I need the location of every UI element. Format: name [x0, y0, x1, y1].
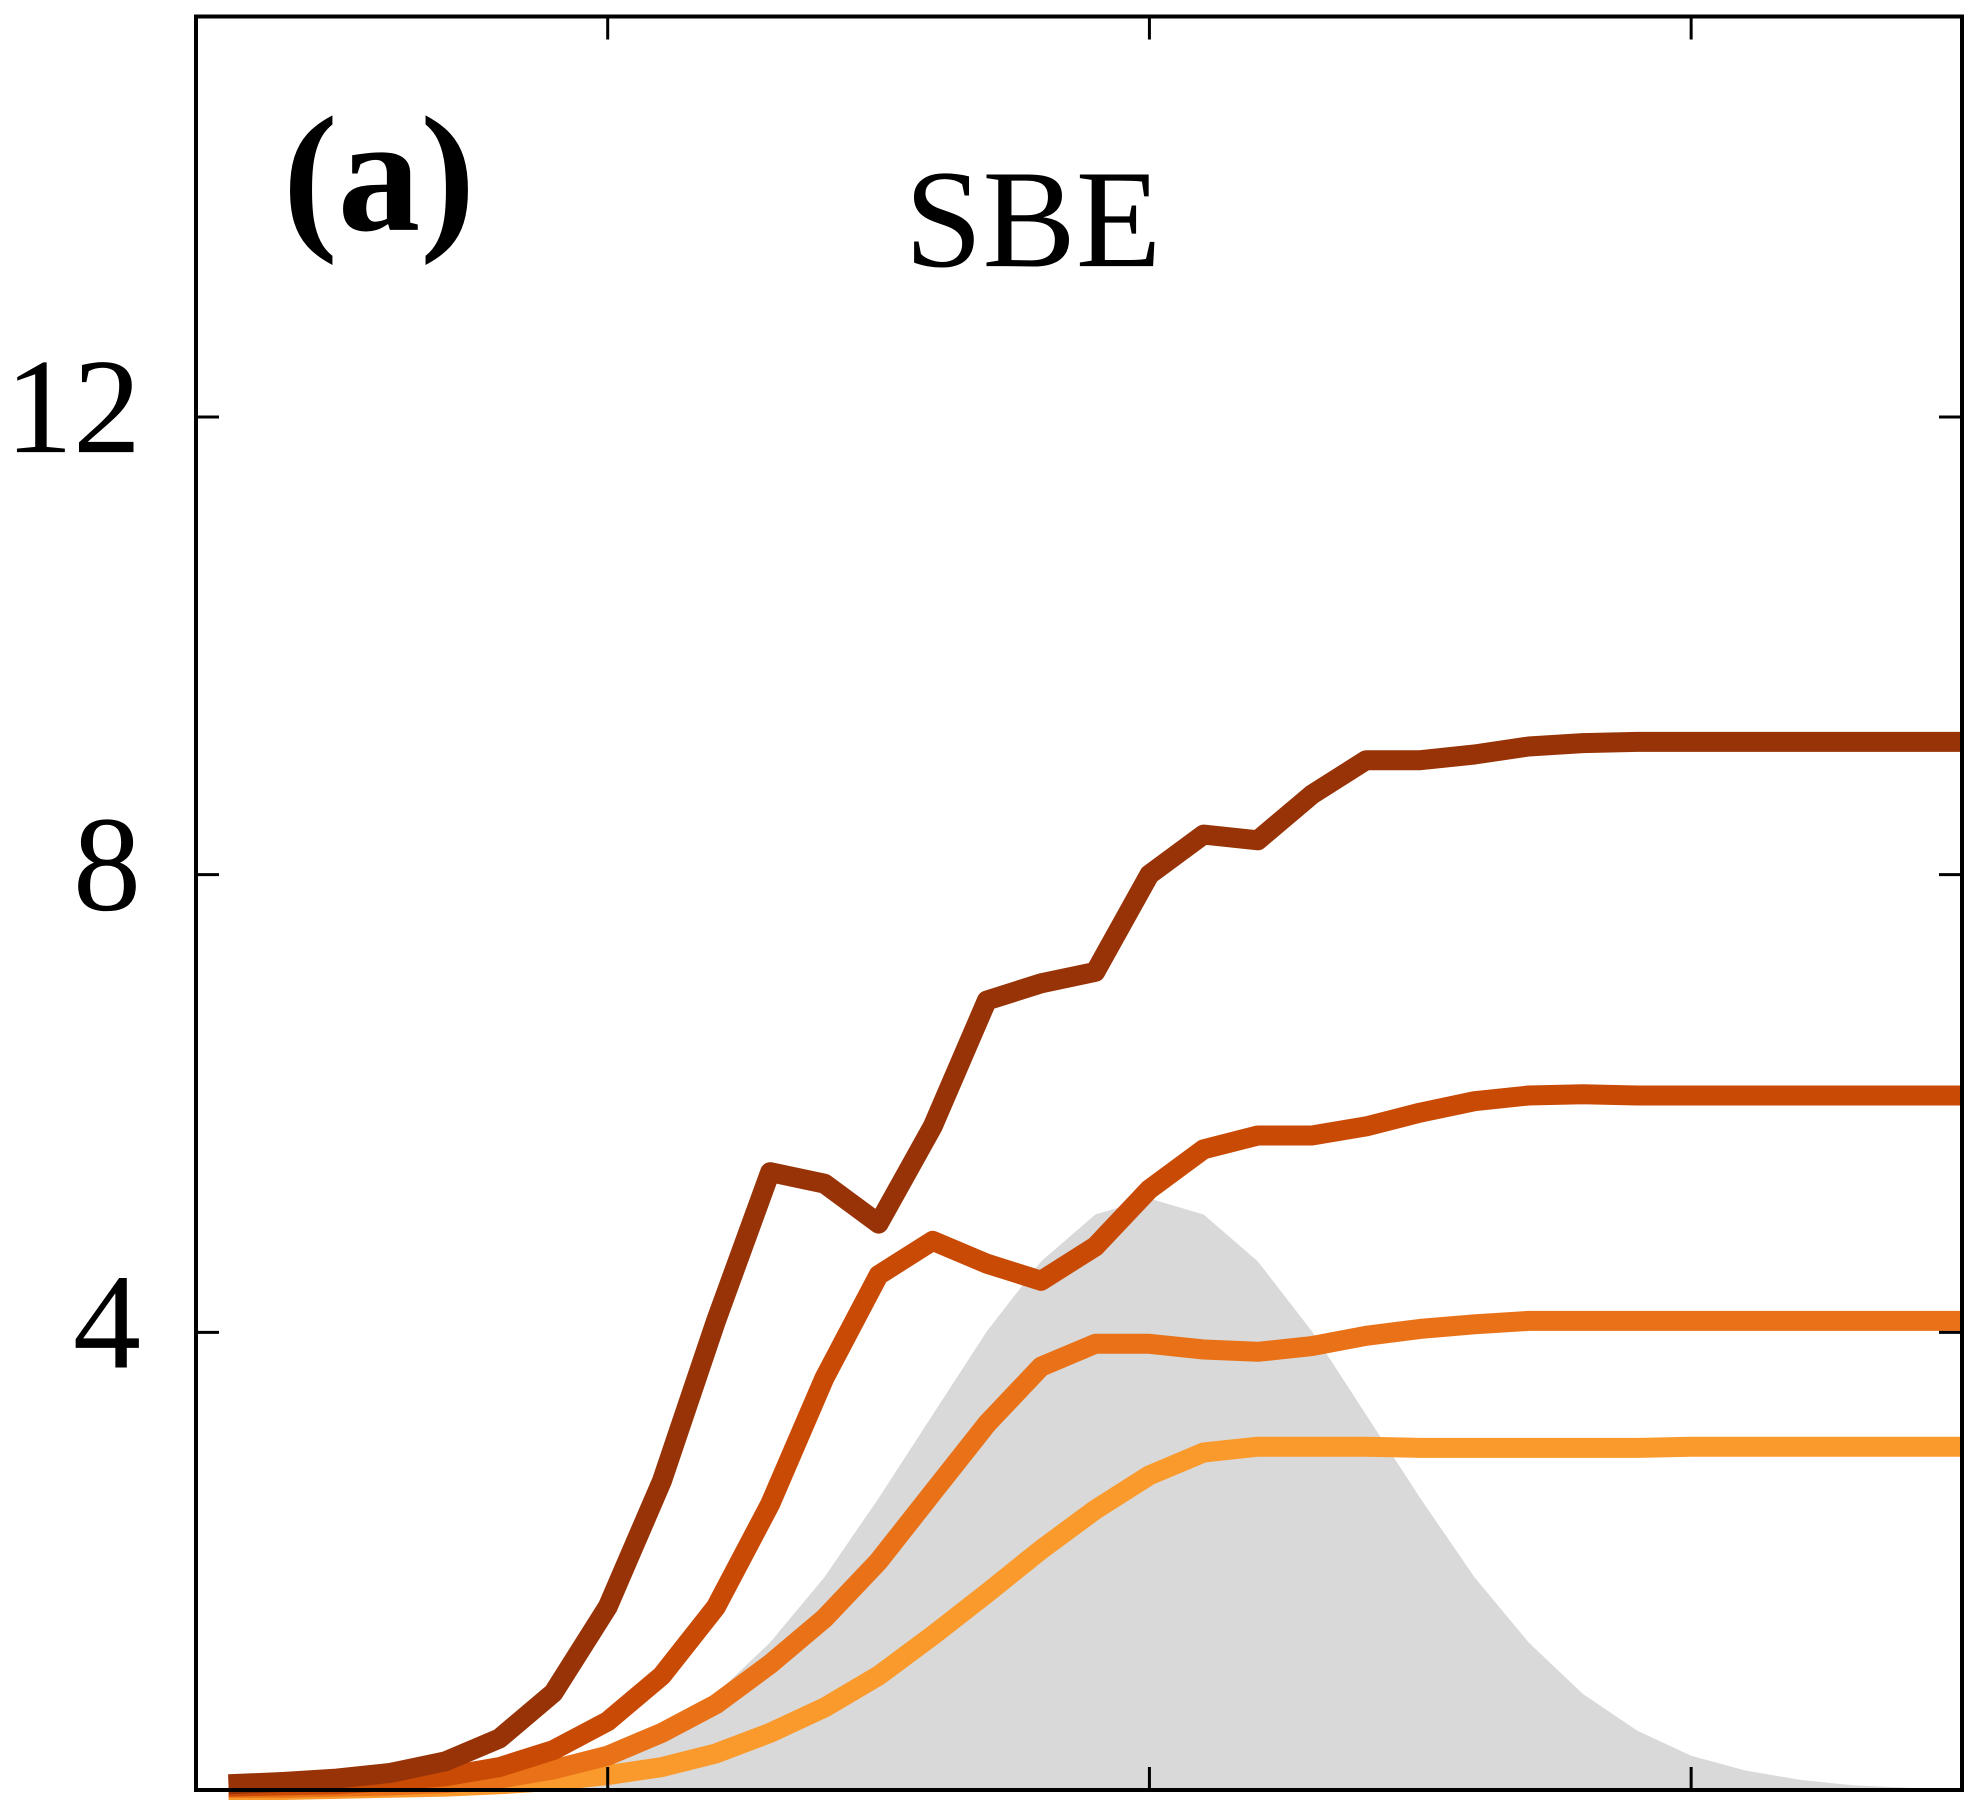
panel-label: (a): [283, 83, 475, 266]
line: [228, 731, 1962, 1795]
line: [228, 1084, 1962, 1797]
y-tick-label: 12: [5, 332, 141, 482]
line: [228, 1310, 1962, 1798]
area: [228, 1198, 1962, 1790]
y-tick-label: 8: [73, 790, 141, 940]
plot-area: [228, 731, 1962, 1800]
y-tick-label: 4: [73, 1248, 141, 1398]
plot-frame: [194, 14, 1964, 1792]
annotation: SBE: [905, 142, 1162, 297]
